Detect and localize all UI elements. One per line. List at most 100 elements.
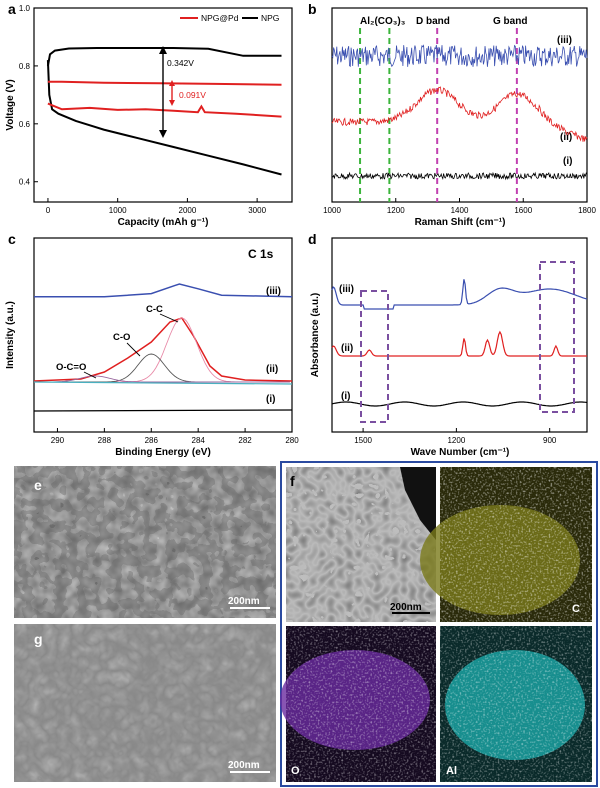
series-line-b-i	[331, 171, 588, 181]
tick-label-a-y-0: 0.4	[19, 178, 31, 187]
eds-oxygen-speckle	[286, 626, 436, 782]
tick-label-b-x-2: 1400	[451, 206, 469, 215]
tick-label-b-x-1: 1200	[387, 206, 405, 215]
highlight-box-left	[360, 290, 389, 423]
xlabel-a: Capacity (mAh g⁻¹)	[118, 217, 209, 228]
tick-label-b-x-4: 1800	[578, 206, 596, 215]
series-label-b-i: (i)	[563, 156, 572, 167]
gap-arrow-npg-pd-head-top	[169, 80, 175, 86]
panel-letter-a: a	[8, 1, 16, 17]
sem-texture-e	[14, 466, 276, 618]
series-label-c-ii: (ii)	[266, 364, 278, 375]
tick-label-c-x-0: 290	[51, 436, 65, 445]
series-line-b-ii	[331, 86, 588, 142]
band-label-g: G band	[493, 16, 527, 27]
series-line-d-ii	[331, 330, 587, 357]
series-line-b-iii	[331, 44, 588, 68]
series-label-b-iii: (iii)	[557, 35, 572, 46]
ylabel-c: Intensity (a.u.)	[5, 301, 16, 369]
peak-arrow-cc	[159, 313, 179, 323]
eds-dark-corner	[400, 467, 436, 540]
series-line-c-i	[33, 409, 293, 412]
ticks-c: 290 288 286 284 282 280	[51, 428, 299, 445]
scale-label-e: 200nm	[228, 596, 260, 607]
xlabel-b: Raman Shift (cm⁻¹)	[415, 217, 506, 228]
eds-label-c: C	[572, 603, 580, 615]
plot-frame-a	[33, 7, 293, 203]
tick-label-a-x-3: 3000	[248, 206, 266, 215]
series-line-a-0	[46, 47, 282, 67]
panel-letter-g: g	[34, 631, 43, 647]
series-label-d-iii: (iii)	[339, 284, 354, 295]
tick-label-d-x-1: 1200	[447, 436, 465, 445]
tick-label-c-x-2: 286	[145, 436, 159, 445]
peak-arrow-oco	[83, 371, 97, 379]
series-line-c-ii	[33, 317, 293, 382]
chart-title-c1s: C 1s	[248, 247, 274, 261]
annotation-0091v: 0.091V	[179, 90, 206, 100]
ylabel-a: Voltage (V)	[5, 79, 16, 130]
series-line-d-iii	[331, 279, 588, 310]
curves-b	[331, 28, 588, 202]
panel-a: a 0 1000 2000 3000 0.4 0.6 0.8 1.0 NPG@Pd NPG 0…	[5, 1, 293, 228]
scale-label-g: 200nm	[228, 760, 260, 771]
eds-label-o: O	[291, 765, 300, 777]
tick-label-a-x-0: 0	[46, 206, 51, 215]
annotation-0342v: 0.342V	[167, 58, 194, 68]
sem-image-g: g 200nm	[14, 624, 276, 782]
series-line-d-i	[331, 401, 588, 407]
sem-image-e: e 200nm	[14, 466, 276, 618]
legend-label-npg: NPG	[261, 13, 279, 23]
highlight-box-right	[539, 261, 575, 413]
tick-label-a-x-2: 2000	[179, 206, 197, 215]
tick-label-a-x-1: 1000	[109, 206, 127, 215]
xlabel-c: Binding Energy (eV)	[115, 447, 211, 458]
series-line-a-1	[46, 60, 282, 176]
eds-frame	[280, 461, 598, 787]
series-line-a-2	[47, 80, 282, 86]
tick-label-a-y-1: 0.6	[19, 120, 31, 129]
tick-label-c-x-4: 282	[238, 436, 252, 445]
curves-c	[33, 283, 293, 412]
xlabel-d: Wave Number (cm⁻¹)	[411, 447, 510, 458]
tick-label-c-x-1: 288	[98, 436, 112, 445]
tick-label-a-y-2: 0.8	[19, 62, 31, 71]
panel-d: d 1500 1200 900 (iii) (ii) (i) Wave Number…	[308, 231, 588, 458]
panel-letter-d: d	[308, 231, 317, 247]
series-line-a-3	[47, 102, 282, 118]
curves-d	[331, 279, 588, 407]
gap-arrow-npg-pd-head-bottom	[169, 100, 175, 106]
panel-letter-b: b	[308, 1, 317, 17]
tick-label-d-x-2: 900	[543, 436, 557, 445]
legend-label-npg-pd: NPG@Pd	[201, 13, 239, 23]
panel-letter-e: e	[34, 477, 42, 493]
peak-label-cc: C-C	[146, 304, 163, 315]
panel-b: b 1000 1200 1400 1600 1800 Al₂(CO₃)₃ D band …	[308, 1, 596, 228]
component-peak-oco	[34, 375, 290, 383]
peak-arrow-co	[126, 342, 141, 357]
tick-label-c-x-3: 284	[192, 436, 206, 445]
band-label-d: D band	[416, 16, 450, 27]
scale-label-f: 200nm	[390, 602, 422, 613]
plot-frame-c	[33, 237, 293, 433]
gap-arrow-npg-head-top	[159, 46, 167, 54]
ylabel-d: Absorbance (a.u.)	[310, 293, 321, 377]
panel-letter-f: f	[290, 473, 295, 489]
band-label-al2co33: Al₂(CO₃)₃	[360, 16, 406, 27]
tick-label-b-x-3: 1600	[514, 206, 532, 215]
eds-maps-f: f 200nm C O Al	[280, 461, 598, 787]
plot-frame-d	[331, 237, 588, 433]
series-label-d-ii: (ii)	[341, 343, 353, 354]
gap-arrow-npg-head-bottom	[159, 130, 167, 138]
tick-label-d-x-0: 1500	[354, 436, 372, 445]
series-label-c-iii: (iii)	[266, 286, 281, 297]
curves-a	[46, 47, 282, 176]
baseline-c	[33, 381, 293, 385]
eds-label-al: Al	[446, 765, 457, 777]
peak-label-oco: O-C=O	[56, 362, 86, 373]
ticks-b: 1000 1200 1400 1600 1800	[323, 198, 596, 215]
panel-letter-c: c	[8, 231, 16, 247]
series-label-d-i: (i)	[341, 391, 350, 402]
peak-label-co: C-O	[113, 332, 130, 343]
